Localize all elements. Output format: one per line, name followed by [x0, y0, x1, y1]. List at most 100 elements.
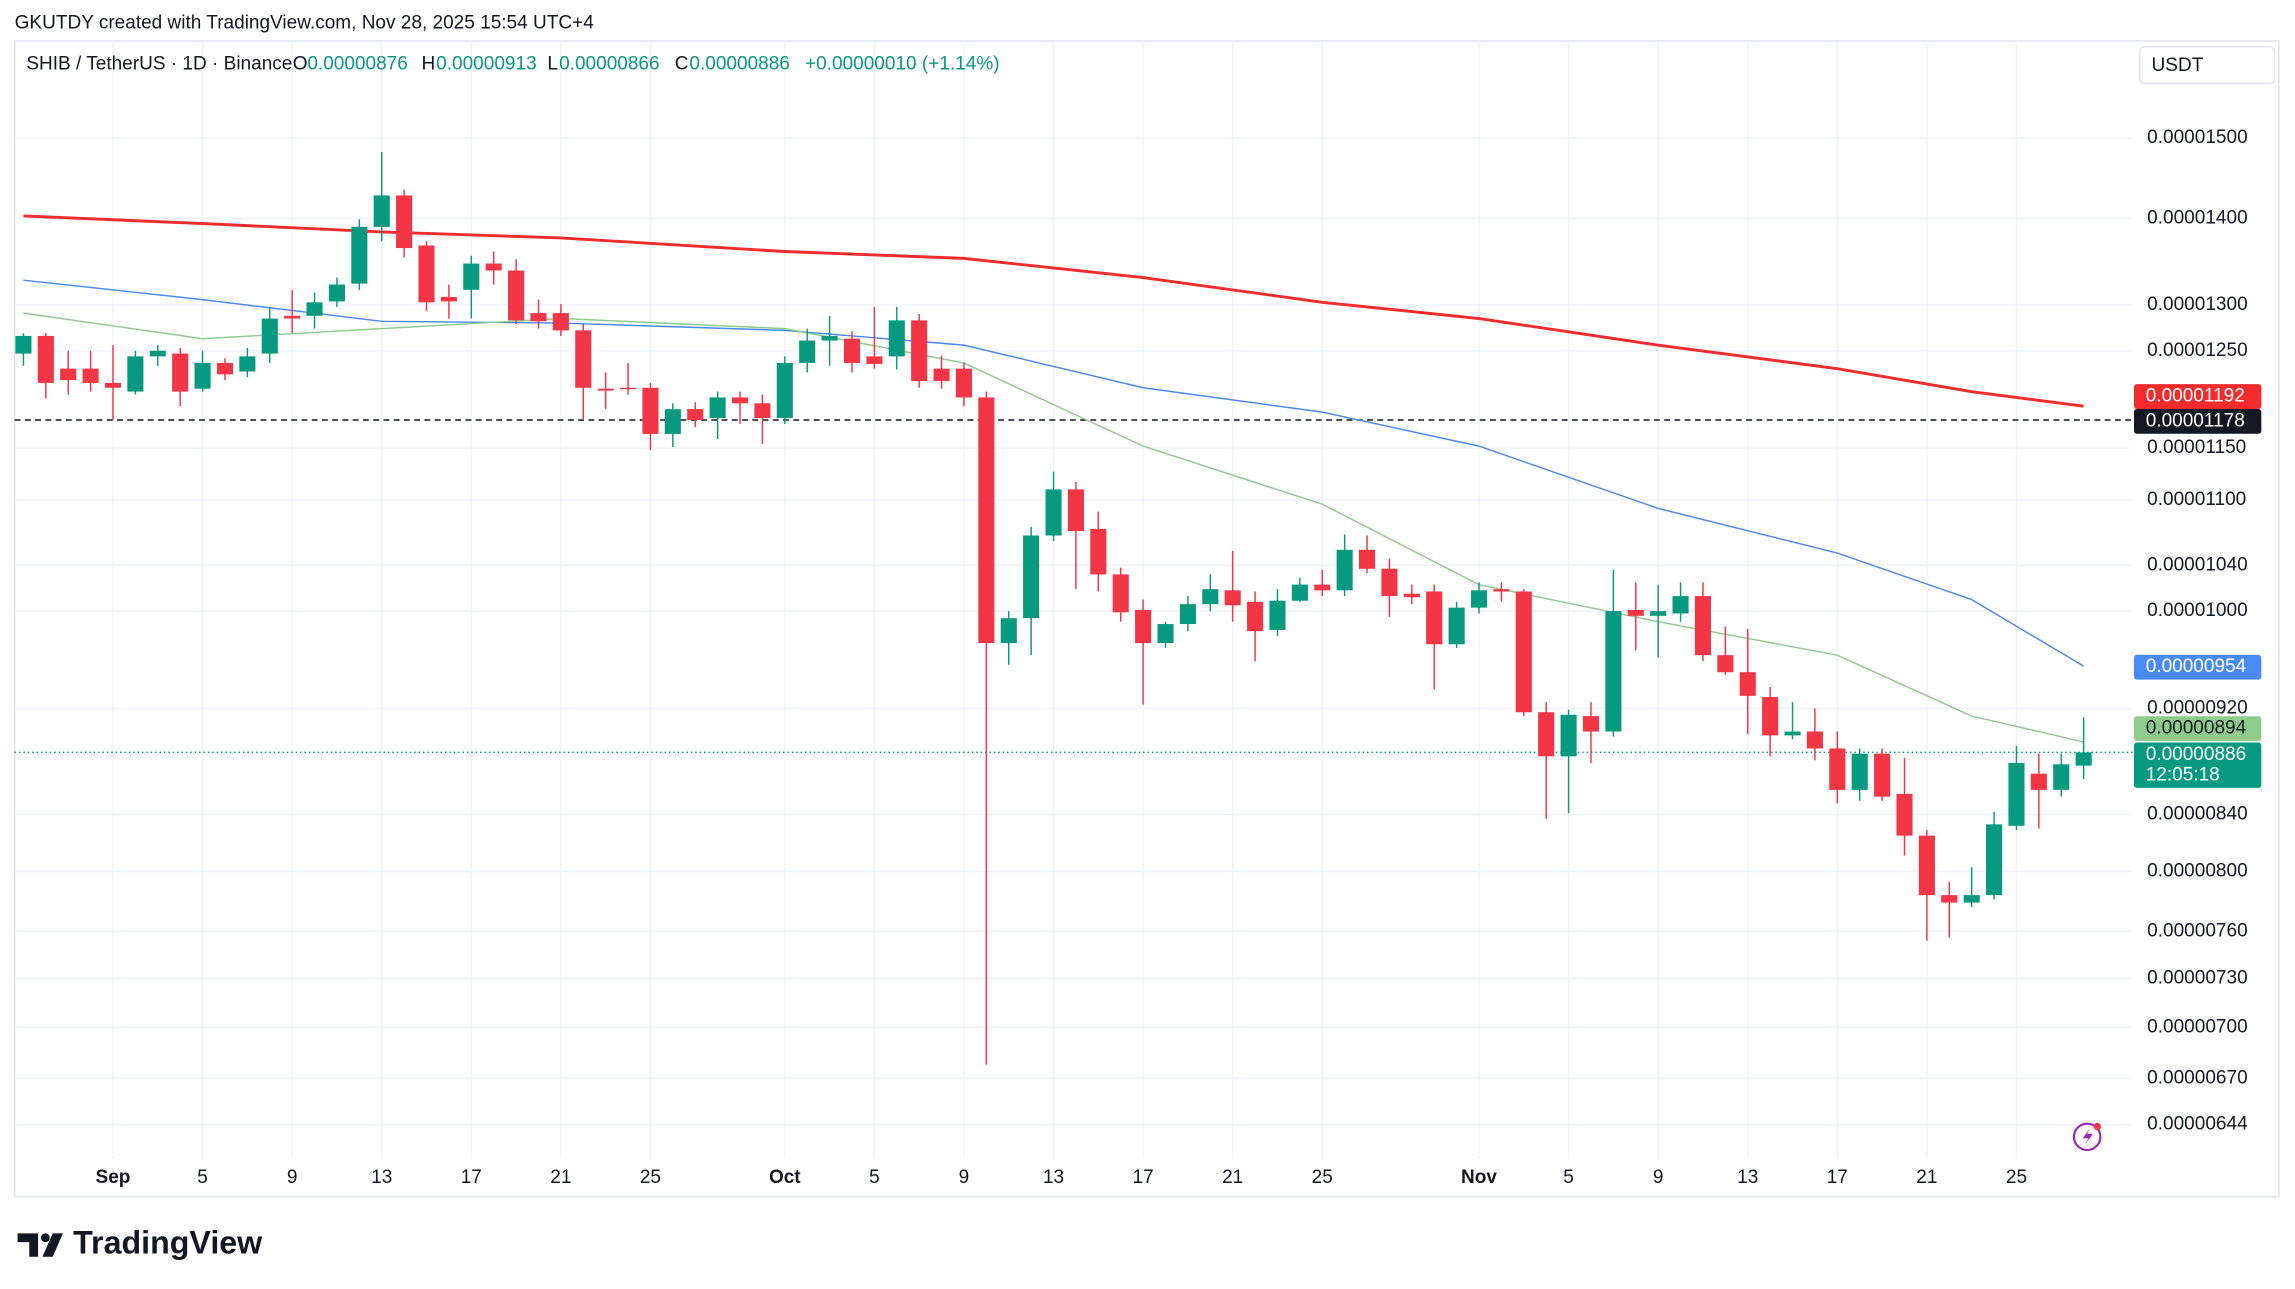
candle-body	[2075, 752, 2092, 766]
ohlc-letter: C	[675, 53, 689, 74]
candle-body	[1739, 672, 1756, 696]
price-tag	[2133, 408, 2262, 434]
candle-body	[1874, 753, 1891, 797]
candle-body	[1000, 618, 1017, 644]
candle-body	[194, 362, 211, 389]
ohlc-letter: L	[547, 53, 558, 74]
candle-body	[888, 320, 905, 357]
x-tick-label: 5	[1563, 1167, 1574, 1188]
candle-body	[418, 245, 435, 303]
x-tick-label: 17	[1827, 1167, 1848, 1188]
candle-body	[1135, 609, 1152, 644]
candle-body	[1023, 535, 1040, 619]
candle-body	[1291, 584, 1308, 601]
candle-body	[1784, 731, 1801, 736]
candle-body	[1314, 584, 1331, 591]
candle-body	[463, 263, 480, 290]
candle-body	[843, 338, 861, 363]
candle-body	[1515, 591, 1532, 713]
x-tick-label: 9	[287, 1167, 298, 1188]
x-tick-label: 25	[2006, 1167, 2027, 1188]
candle-body	[172, 353, 189, 392]
logo-mark	[40, 1233, 50, 1243]
candle-body	[396, 195, 413, 249]
alert-icon[interactable]	[2072, 1122, 2102, 1152]
candle-body	[1672, 596, 1689, 614]
candle-body	[1694, 596, 1712, 656]
x-tick-label: 17	[1133, 1167, 1154, 1188]
x-tick-label: 21	[550, 1167, 571, 1188]
candle-body	[15, 335, 32, 354]
candle-body	[1941, 895, 1958, 903]
price-tag-label: 12:05:18	[2146, 764, 2220, 785]
branding: TradingView	[73, 1225, 263, 1261]
candle-body	[1179, 604, 1196, 625]
candle-body	[799, 340, 816, 363]
grid-layer	[14, 40, 2133, 1159]
candle-body	[911, 320, 928, 382]
candle-body	[1896, 793, 1913, 836]
y-tick-label: 0.00000730	[2147, 967, 2247, 988]
candle-body	[1986, 824, 2003, 896]
alert-ring[interactable]	[2072, 1122, 2102, 1152]
y-tick-label: 0.00001150	[2147, 437, 2246, 458]
candle-body	[351, 226, 368, 284]
currency[interactable]: USDT	[2152, 55, 2204, 76]
x-tick-label: 25	[640, 1167, 661, 1188]
price-tag	[2133, 716, 2262, 742]
alert-dot[interactable]	[2093, 1122, 2102, 1131]
y-tick-label: 0.00000670	[2147, 1067, 2247, 1088]
candle-body	[1426, 591, 1443, 645]
candle-body	[620, 387, 637, 390]
low-value: 0.00000866	[559, 53, 659, 74]
candle-body	[2053, 764, 2070, 790]
candle-body	[1582, 716, 1600, 732]
candle-body	[1762, 697, 1779, 736]
candle-body	[1650, 611, 1667, 616]
candle-body	[575, 330, 592, 388]
candle-body	[1381, 568, 1398, 597]
logo-mark	[17, 1233, 39, 1257]
x-tick-label: 13	[1043, 1167, 1064, 1188]
candle-body	[1560, 714, 1577, 757]
price-tag	[2133, 742, 2262, 788]
y-tick-label: 0.00001400	[2147, 208, 2247, 229]
candle-body	[1448, 607, 1465, 645]
candle-body	[127, 356, 144, 392]
y-tick-label: 0.00001300	[2147, 294, 2247, 315]
open-value: 0.00000876	[307, 53, 407, 74]
candle-body	[1358, 549, 1376, 569]
candle-body	[933, 368, 950, 382]
x-tick-label: 13	[371, 1167, 392, 1188]
x-tick-label: 9	[1653, 1167, 1664, 1188]
x-tick-label: 13	[1737, 1167, 1758, 1188]
candle-body	[1806, 731, 1823, 749]
y-tick-label: 0.00000800	[2147, 861, 2247, 882]
tradingview-logo	[17, 1233, 63, 1257]
x-tick-label: 5	[869, 1167, 880, 1188]
candle-body	[821, 335, 838, 341]
candle-body	[1336, 549, 1353, 591]
candle-body	[1717, 655, 1734, 673]
y-tick-label: 0.00000700	[2147, 1016, 2247, 1037]
candle-body	[1090, 528, 1107, 575]
candle-body	[239, 356, 256, 372]
candle-body	[1112, 574, 1129, 613]
x-tick-label: Nov	[1461, 1167, 1497, 1188]
logo-mark	[42, 1233, 63, 1257]
candle-body	[978, 397, 995, 644]
candle-body	[776, 362, 793, 419]
candle-body	[104, 382, 122, 388]
alert-bolt[interactable]	[2082, 1128, 2094, 1146]
close-value: 0.00000886	[689, 53, 789, 74]
candle-body	[373, 195, 390, 227]
y-tick-label: 0.00001100	[2147, 489, 2246, 510]
price-tag-label: 0.00001178	[2146, 410, 2245, 431]
price-tag	[2133, 384, 2262, 409]
currency-button[interactable]	[2139, 46, 2276, 85]
x-tick-label: 21	[1916, 1167, 1937, 1188]
high-value: 0.00000913	[436, 53, 536, 74]
candle-body	[1202, 589, 1219, 605]
